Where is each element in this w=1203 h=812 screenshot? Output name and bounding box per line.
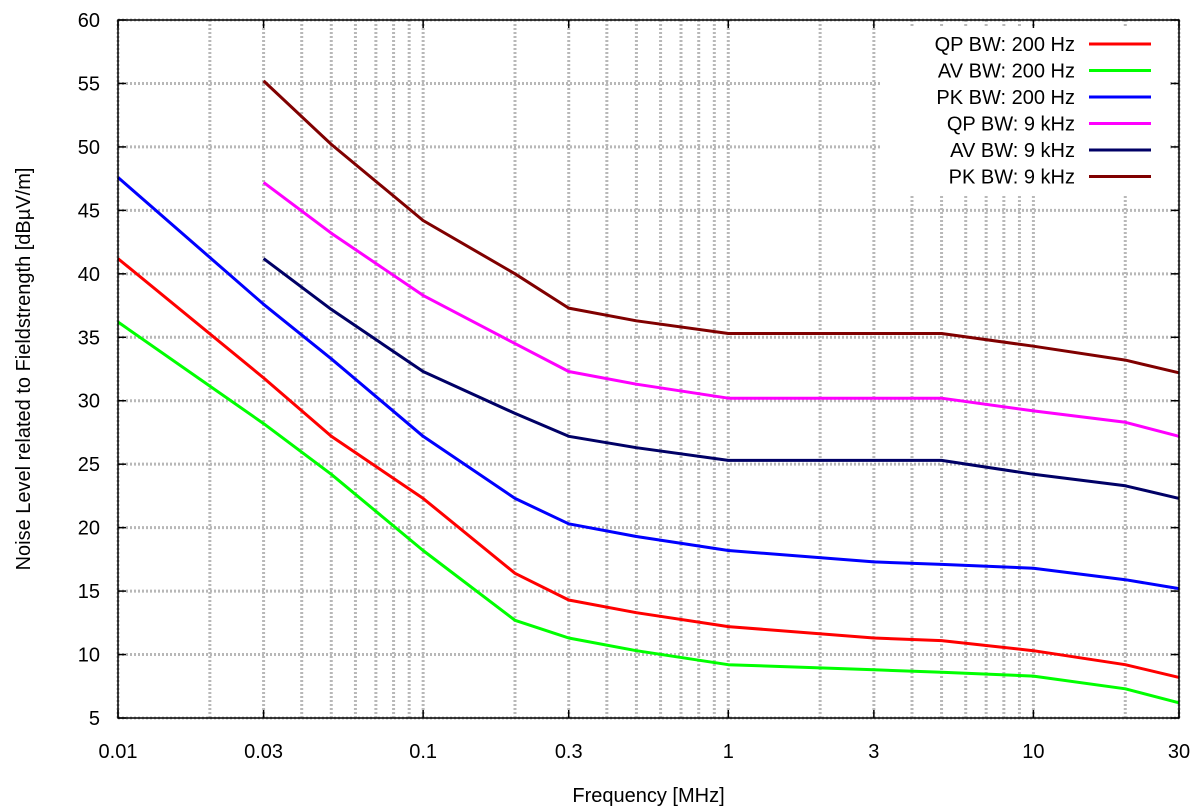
y-axis-title: Noise Level related to Fieldstrength [dB…: [13, 168, 35, 571]
x-tick-label: 0.1: [409, 741, 437, 763]
y-tick-label: 25: [78, 454, 100, 476]
legend-label: QP BW: 9 kHz: [947, 114, 1075, 136]
series-lines: [117, 79, 1180, 705]
x-tick-label: 10: [1022, 741, 1044, 763]
y-tick-label: 60: [78, 10, 100, 32]
y-tick-label: 10: [78, 645, 100, 667]
x-axis-title: Frequency [MHz]: [572, 785, 724, 807]
y-tick-label: 55: [78, 73, 100, 95]
y-tick-label: 30: [78, 391, 100, 413]
y-tick-label: 5: [89, 708, 100, 730]
x-axis-ticks: 0.01 0.03 0.1 0.3 1 3 10 30: [99, 20, 1190, 763]
x-tick-label: 0.01: [99, 741, 138, 763]
legend-label: QP BW: 200 Hz: [935, 34, 1075, 56]
y-tick-label: 20: [78, 518, 100, 540]
legend-label: AV BW: 9 kHz: [950, 140, 1075, 162]
y-tick-label: 15: [78, 581, 100, 603]
y-tick-label: 45: [78, 200, 100, 222]
plot-frame: [117, 19, 1180, 719]
legend-background: [880, 28, 1170, 195]
x-tick-label: 30: [1168, 741, 1190, 763]
series-line: [117, 320, 1180, 705]
y-tick-label: 35: [78, 327, 100, 349]
y-tick-label: 40: [78, 264, 100, 286]
legend-label: PK BW: 200 Hz: [936, 87, 1075, 109]
x-tick-label: 0.3: [555, 741, 583, 763]
series-line: [262, 79, 1180, 375]
legend: QP BW: 200 Hz AV BW: 200 Hz PK BW: 200 Hz Q…: [880, 28, 1170, 195]
series-line: [117, 257, 1180, 679]
series-line: [262, 181, 1180, 438]
legend-label: PK BW: 9 kHz: [949, 167, 1075, 189]
y-tick-label: 50: [78, 137, 100, 159]
x-tick-label: 1: [723, 741, 734, 763]
y-axis-ticks: 5 10 15 20 25 30 35 40 45 50 55 60: [78, 10, 1179, 730]
x-tick-label: 3: [868, 741, 879, 763]
legend-label: AV BW: 200 Hz: [938, 61, 1075, 83]
x-tick-label: 0.03: [244, 741, 283, 763]
series-line: [117, 176, 1180, 591]
series-line: [262, 257, 1180, 500]
